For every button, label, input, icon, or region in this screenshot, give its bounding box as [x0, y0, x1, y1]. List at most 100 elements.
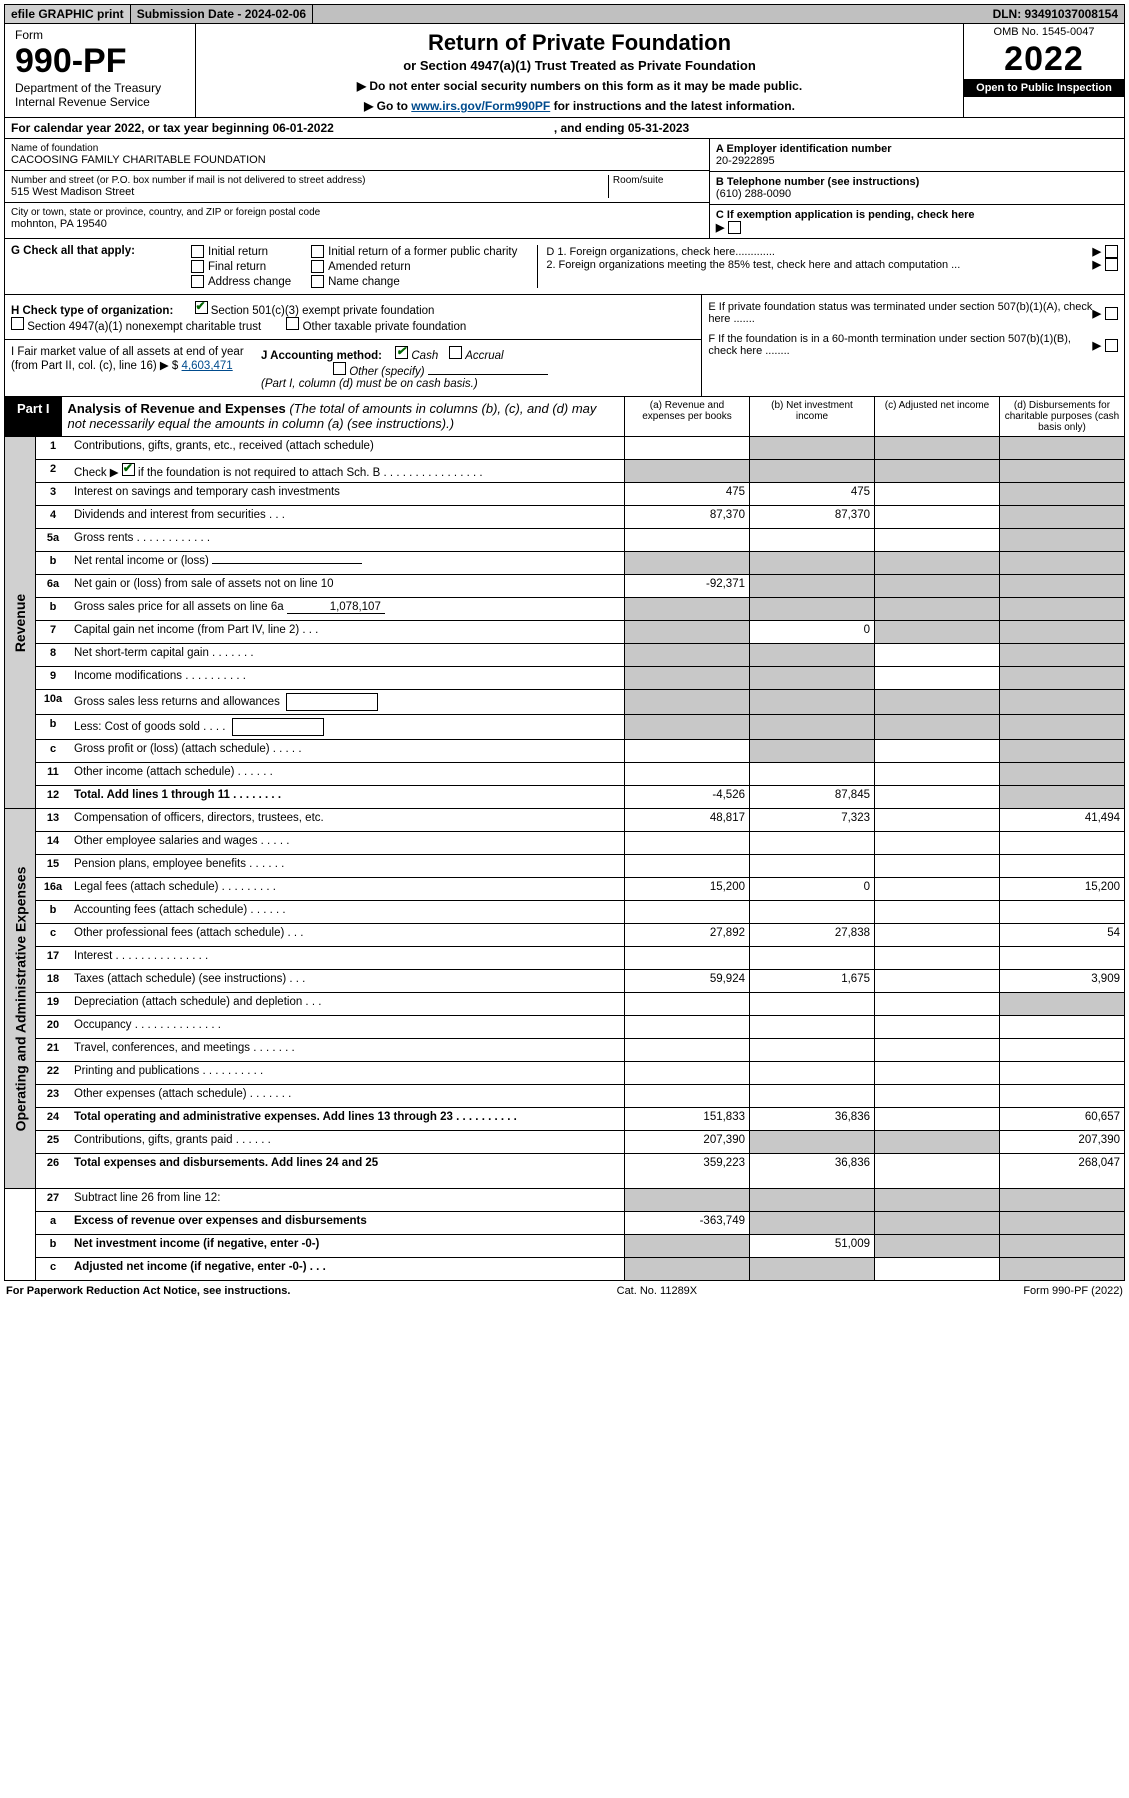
col-d-hdr: (d) Disbursements for charitable purpose…: [999, 397, 1124, 436]
tel-label: B Telephone number (see instructions): [716, 176, 1118, 188]
tax-year: 2022: [964, 40, 1124, 79]
r6b-desc: Gross sales price for all assets on line…: [70, 598, 624, 620]
r4-desc: Dividends and interest from securities .…: [70, 506, 624, 528]
r20-desc: Occupancy . . . . . . . . . . . . . .: [70, 1016, 624, 1038]
e-checkbox[interactable]: [1105, 307, 1118, 320]
c-label: C If exemption application is pending, c…: [716, 209, 975, 221]
cash-checkbox[interactable]: [395, 346, 408, 359]
r25-desc: Contributions, gifts, grants paid . . . …: [70, 1131, 624, 1153]
address-checkbox[interactable]: [191, 275, 204, 288]
name-change-checkbox[interactable]: [311, 275, 324, 288]
r1-desc: Contributions, gifts, grants, etc., rece…: [70, 437, 624, 459]
r26-num: 26: [36, 1154, 70, 1188]
r16a-a: 15,200: [624, 878, 749, 900]
identity-grid: Name of foundation CACOOSING FAMILY CHAR…: [4, 139, 1125, 239]
col-c-hdr: (c) Adjusted net income: [874, 397, 999, 436]
r16c-desc: Other professional fees (attach schedule…: [70, 924, 624, 946]
other-spec-checkbox[interactable]: [333, 362, 346, 375]
final-checkbox[interactable]: [191, 260, 204, 273]
r16c-num: c: [36, 924, 70, 946]
r26-desc: Total expenses and disbursements. Add li…: [70, 1154, 624, 1188]
revenue-table: Revenue 1Contributions, gifts, grants, e…: [4, 437, 1125, 809]
r14-desc: Other employee salaries and wages . . . …: [70, 832, 624, 854]
r3-num: 3: [36, 483, 70, 505]
address-row: Number and street (or P.O. box number if…: [5, 171, 709, 203]
r17-num: 17: [36, 947, 70, 969]
dln: DLN: 93491037008154: [987, 5, 1124, 23]
r18-b: 1,675: [749, 970, 874, 992]
ein-label: A Employer identification number: [716, 143, 1118, 155]
h-label: H Check type of organization:: [11, 305, 173, 317]
r1-num: 1: [36, 437, 70, 459]
r18-d: 3,909: [999, 970, 1124, 992]
arrow-icon: ▶: [716, 221, 724, 234]
r10c-num: c: [36, 740, 70, 762]
r22-desc: Printing and publications . . . . . . . …: [70, 1062, 624, 1084]
r12-a: -4,526: [624, 786, 749, 808]
r16a-d: 15,200: [999, 878, 1124, 900]
line27-table: 27Subtract line 26 from line 12: aExcess…: [4, 1189, 1125, 1281]
form990pf-link[interactable]: www.irs.gov/Form990PF: [411, 99, 550, 113]
schb-checkbox[interactable]: [122, 463, 135, 476]
r27a-a: -363,749: [624, 1212, 749, 1234]
form-number-box: Form 990-PF Department of the Treasury I…: [5, 24, 196, 117]
r19-num: 19: [36, 993, 70, 1015]
r3-b: 475: [749, 483, 874, 505]
revenue-side: Revenue: [12, 593, 28, 651]
r27-num: 27: [36, 1189, 70, 1211]
col-a-hdr: (a) Revenue and expenses per books: [624, 397, 749, 436]
4947-checkbox[interactable]: [11, 317, 24, 330]
r4-a: 87,370: [624, 506, 749, 528]
cal-a: For calendar year 2022, or tax year begi…: [11, 121, 334, 135]
form-subtitle: or Section 4947(a)(1) Trust Treated as P…: [208, 58, 951, 73]
d2-checkbox[interactable]: [1105, 258, 1118, 271]
501c3-checkbox[interactable]: [195, 301, 208, 314]
initial-former-label: Initial return of a former public charit…: [328, 246, 517, 258]
part1-badge: Part I: [5, 397, 62, 436]
r11-num: 11: [36, 763, 70, 785]
other-tax-checkbox[interactable]: [286, 317, 299, 330]
r24-a: 151,833: [624, 1108, 749, 1130]
r16c-a: 27,892: [624, 924, 749, 946]
r13-a: 48,817: [624, 809, 749, 831]
r27a-desc: Excess of revenue over expenses and disb…: [70, 1212, 624, 1234]
r19-desc: Depreciation (attach schedule) and deple…: [70, 993, 624, 1015]
note-link: ▶ Go to www.irs.gov/Form990PF for instru…: [208, 99, 951, 113]
f-checkbox[interactable]: [1105, 339, 1118, 352]
note2-a: ▶ Go to: [364, 99, 411, 113]
efile-button[interactable]: efile GRAPHIC print: [5, 5, 131, 23]
r7-desc: Capital gain net income (from Part IV, l…: [70, 621, 624, 643]
d1-checkbox[interactable]: [1105, 245, 1118, 258]
r22-num: 22: [36, 1062, 70, 1084]
ij-row: I Fair market value of all assets at end…: [5, 340, 701, 396]
j-label: J Accounting method:: [261, 350, 382, 362]
r27c-num: c: [36, 1258, 70, 1280]
r5b-desc: Net rental income or (loss): [70, 552, 624, 574]
r21-desc: Travel, conferences, and meetings . . . …: [70, 1039, 624, 1061]
r11-desc: Other income (attach schedule) . . . . .…: [70, 763, 624, 785]
other-tax-label: Other taxable private foundation: [303, 321, 467, 333]
footer-center: Cat. No. 11289X: [617, 1285, 698, 1297]
r27b-b: 51,009: [749, 1235, 874, 1257]
cash-label: Cash: [411, 350, 438, 362]
footer: For Paperwork Reduction Act Notice, see …: [4, 1281, 1125, 1301]
dept: Department of the Treasury: [15, 81, 185, 95]
4947-label: Section 4947(a)(1) nonexempt charitable …: [27, 321, 261, 333]
hij-row: H Check type of organization: Section 50…: [4, 295, 1125, 397]
c-checkbox[interactable]: [728, 221, 741, 234]
r9-desc: Income modifications . . . . . . . . . .: [70, 667, 624, 689]
fmv-link[interactable]: 4,603,471: [182, 360, 233, 372]
r18-a: 59,924: [624, 970, 749, 992]
other-spec-label: Other (specify): [349, 366, 424, 378]
r7-b: 0: [749, 621, 874, 643]
initial-checkbox[interactable]: [191, 245, 204, 258]
accrual-checkbox[interactable]: [449, 346, 462, 359]
amended-checkbox[interactable]: [311, 260, 324, 273]
ein-value: 20-2922895: [716, 155, 1118, 167]
arrow-icon: ▶: [1093, 258, 1101, 271]
initial-former-checkbox[interactable]: [311, 245, 324, 258]
h-row: H Check type of organization: Section 50…: [5, 295, 701, 340]
r6b-num: b: [36, 598, 70, 620]
name-label: Name of foundation: [11, 143, 703, 154]
tel-value: (610) 288-0090: [716, 188, 1118, 200]
